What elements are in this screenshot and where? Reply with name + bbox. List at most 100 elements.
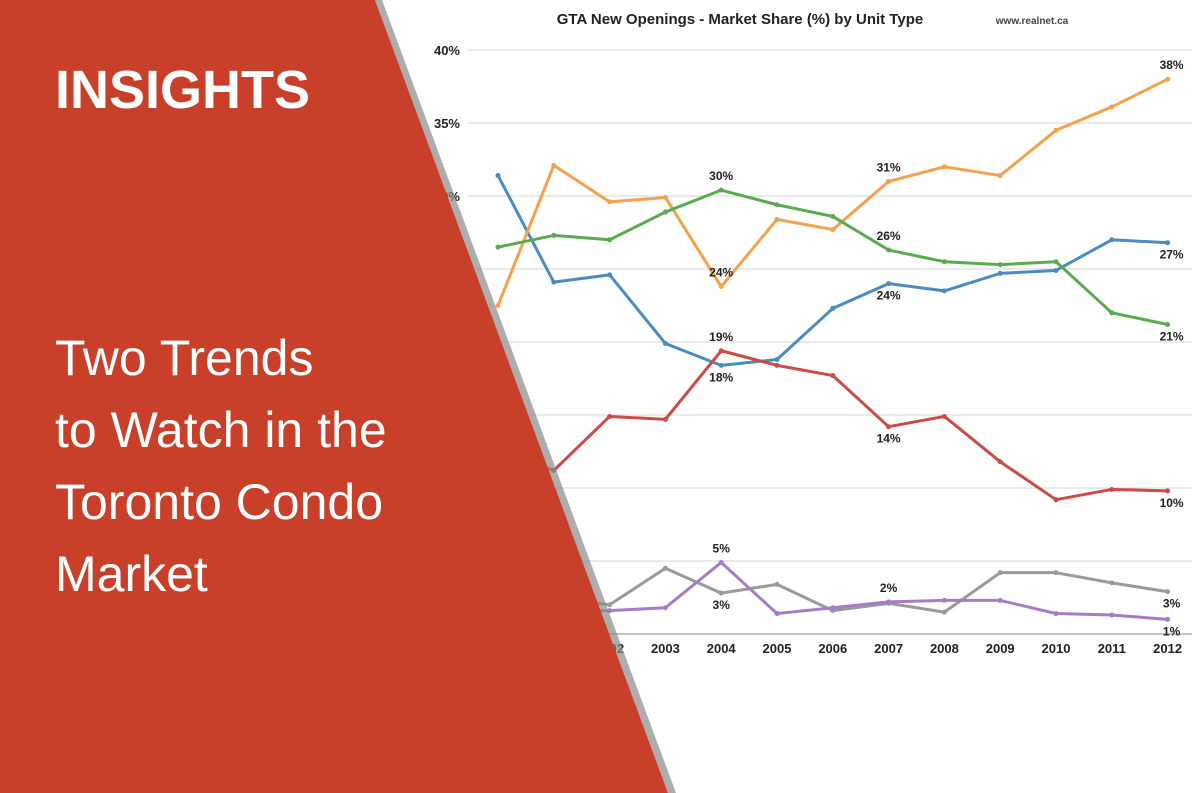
- point: [1109, 580, 1115, 586]
- y-tick-label: 40%: [434, 43, 460, 58]
- data-label: 5%: [713, 541, 731, 555]
- point: [830, 373, 836, 379]
- panel-shadow: [375, 0, 676, 793]
- x-tick-label: 2006: [818, 641, 847, 656]
- point: [1165, 240, 1171, 246]
- kicker: INSIGHTS: [55, 60, 310, 120]
- point: [774, 611, 780, 617]
- x-tick-label: 2008: [930, 641, 959, 656]
- point: [997, 173, 1003, 179]
- data-label: 14%: [877, 432, 901, 446]
- point: [1165, 321, 1171, 327]
- point: [1109, 310, 1115, 316]
- point: [495, 244, 501, 250]
- point: [718, 590, 724, 596]
- point: [662, 209, 668, 215]
- data-label: 18%: [709, 370, 733, 384]
- point: [941, 609, 947, 615]
- point: [1109, 612, 1115, 618]
- point: [886, 281, 892, 287]
- point: [551, 232, 557, 238]
- point: [997, 262, 1003, 268]
- point: [1053, 267, 1059, 273]
- data-label: 27%: [1160, 248, 1184, 262]
- point: [941, 288, 947, 294]
- data-label: 26%: [877, 229, 901, 243]
- point: [662, 194, 668, 200]
- point: [774, 202, 780, 208]
- x-tick-label: 2010: [1042, 641, 1071, 656]
- headline-line: to Watch in the: [55, 402, 387, 458]
- point: [1109, 237, 1115, 243]
- y-tick-label: 35%: [434, 116, 460, 131]
- data-label: 31%: [877, 160, 901, 174]
- headline-line: Two Trends: [55, 330, 313, 386]
- x-tick-label: 2005: [763, 641, 792, 656]
- point: [774, 362, 780, 368]
- red-panel: [0, 0, 668, 793]
- point: [1053, 497, 1059, 503]
- point: [495, 303, 501, 308]
- x-tick-label: 2007: [874, 641, 903, 656]
- point: [495, 173, 501, 179]
- point: [941, 597, 947, 603]
- point: [886, 599, 892, 605]
- data-label: 24%: [709, 266, 733, 280]
- point: [886, 424, 892, 430]
- point: [830, 305, 836, 311]
- point: [662, 565, 668, 571]
- point: [662, 605, 668, 611]
- data-label: 1%: [1163, 624, 1181, 638]
- point: [830, 605, 836, 611]
- source: www.realnet.ca: [995, 16, 1069, 27]
- data-label: 38%: [1160, 58, 1184, 72]
- point: [607, 413, 613, 419]
- point: [607, 272, 613, 278]
- headline-line: Market: [55, 546, 208, 602]
- x-tick-label: 2003: [651, 641, 680, 656]
- point: [1053, 259, 1059, 265]
- point: [774, 216, 780, 222]
- point: [551, 279, 557, 285]
- point: [1165, 76, 1171, 82]
- point: [941, 259, 947, 265]
- point: [1053, 127, 1059, 133]
- point: [1053, 611, 1059, 617]
- point: [718, 559, 724, 565]
- point: [607, 602, 613, 608]
- data-label: 10%: [1160, 496, 1184, 510]
- point: [1053, 570, 1059, 576]
- chart-title: GTA New Openings - Market Share (%) by U…: [557, 11, 923, 28]
- data-label: 3%: [713, 598, 731, 612]
- point: [886, 247, 892, 253]
- point: [718, 284, 724, 290]
- point: [607, 237, 613, 243]
- point: [830, 227, 836, 233]
- point: [997, 570, 1003, 576]
- x-tick-label: 2011: [1098, 641, 1126, 656]
- data-label: 24%: [877, 289, 901, 303]
- headline: Two Trends to Watch in the Toronto Condo Ma…: [55, 330, 387, 602]
- data-label: 3%: [1163, 597, 1181, 611]
- point: [830, 213, 836, 219]
- point: [1165, 616, 1171, 622]
- point: [941, 413, 947, 419]
- point: [1109, 486, 1115, 492]
- point: [997, 270, 1003, 276]
- point: [718, 187, 724, 193]
- data-label: 2%: [880, 581, 898, 595]
- point: [662, 416, 668, 422]
- point: [774, 581, 780, 587]
- point: [607, 199, 613, 205]
- point: [551, 162, 557, 168]
- point: [718, 348, 724, 354]
- point: [997, 597, 1003, 603]
- point: [997, 459, 1003, 465]
- data-label: 19%: [709, 330, 733, 344]
- data-label: 30%: [709, 169, 733, 183]
- point: [1109, 104, 1115, 110]
- point: [1165, 488, 1171, 494]
- x-tick-label: 2009: [986, 641, 1015, 656]
